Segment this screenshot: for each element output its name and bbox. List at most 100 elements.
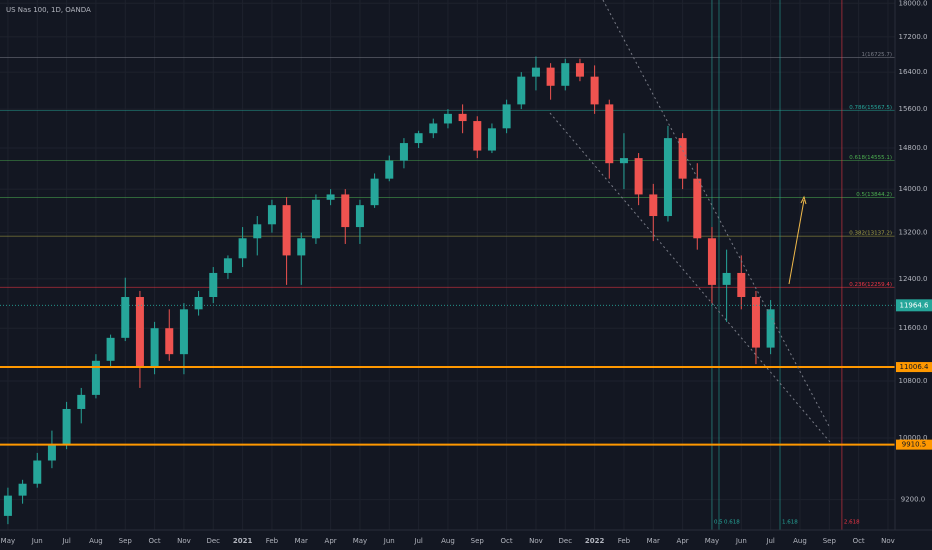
candle-body bbox=[751, 297, 760, 348]
candle-body bbox=[473, 121, 482, 151]
candle-body bbox=[370, 178, 379, 206]
x-tick-label: Jul bbox=[765, 537, 775, 545]
x-tick-label: Sep bbox=[119, 537, 133, 545]
candle-body bbox=[385, 160, 394, 179]
candle-body bbox=[766, 309, 775, 348]
x-tick-label: May bbox=[705, 537, 719, 545]
y-tick-label: 18000.0 bbox=[899, 0, 928, 7]
candle-body bbox=[722, 272, 731, 285]
y-tick-label: 14800.0 bbox=[899, 144, 928, 152]
y-tick-label: 16400.0 bbox=[899, 68, 928, 76]
candle-body bbox=[77, 394, 86, 409]
x-tick-label: Nov bbox=[177, 537, 191, 545]
x-tick-label: 2022 bbox=[585, 537, 605, 545]
y-tick-label: 14000.0 bbox=[899, 185, 928, 193]
fib-label: 0.382(13137.2) bbox=[849, 231, 892, 237]
candle-body bbox=[311, 199, 320, 239]
candle-body bbox=[267, 205, 276, 225]
x-tick-label: Aug bbox=[89, 537, 103, 545]
price-label: 9910.5 bbox=[902, 441, 927, 449]
arrow bbox=[788, 199, 805, 285]
x-tick-label: Aug bbox=[793, 537, 807, 545]
candle-body bbox=[326, 194, 335, 200]
candle-body bbox=[165, 328, 174, 355]
time-label: 1.618 bbox=[782, 520, 798, 526]
candle-body bbox=[414, 133, 423, 144]
x-tick-label: Jul bbox=[61, 537, 71, 545]
candle-body bbox=[443, 113, 452, 124]
price-tag bbox=[896, 439, 932, 450]
x-tick-label: Aug bbox=[441, 537, 455, 545]
x-tick-label: Jun bbox=[31, 537, 43, 545]
candle-body bbox=[91, 360, 100, 395]
y-tick-label: 15600.0 bbox=[899, 105, 928, 113]
candle-body bbox=[517, 76, 526, 105]
candle-body bbox=[179, 309, 188, 355]
candle-body bbox=[487, 128, 496, 151]
candle-body bbox=[634, 158, 643, 195]
candle-body bbox=[223, 258, 232, 273]
trend-line bbox=[549, 112, 831, 443]
fib-label: 1(16725.7) bbox=[861, 52, 892, 58]
price-tag bbox=[896, 362, 932, 373]
candle-body bbox=[282, 205, 291, 256]
time-label: 0.5 bbox=[714, 520, 723, 526]
candle-body bbox=[47, 445, 56, 461]
y-tick-label: 17200.0 bbox=[899, 33, 928, 41]
x-tick-label: Dec bbox=[206, 537, 220, 545]
y-tick-label: 11600.0 bbox=[899, 324, 928, 332]
arrow-head bbox=[800, 195, 807, 205]
y-tick-label: 12400.0 bbox=[899, 275, 928, 283]
chart-title: US Nas 100, 1D, OANDA bbox=[6, 6, 91, 14]
candle-body bbox=[253, 224, 262, 239]
x-tick-label: Feb bbox=[618, 537, 631, 545]
x-tick-label: Feb bbox=[266, 537, 279, 545]
y-tick-label: 10800.0 bbox=[899, 377, 928, 385]
candle-body bbox=[209, 272, 218, 298]
x-tick-label: Nov bbox=[881, 537, 895, 545]
price-label: 11006.4 bbox=[900, 363, 929, 371]
y-tick-label: 9200.0 bbox=[901, 496, 926, 504]
x-tick-label: Jun bbox=[383, 537, 395, 545]
x-tick-label: Mar bbox=[295, 537, 308, 545]
candle-body bbox=[399, 143, 408, 161]
candle-body bbox=[150, 328, 159, 368]
candle-body bbox=[693, 178, 702, 239]
x-tick-label: 2021 bbox=[233, 537, 253, 545]
candle-body bbox=[458, 113, 467, 122]
candle-body bbox=[18, 483, 27, 496]
trend-line bbox=[602, 0, 831, 429]
candle-body bbox=[121, 297, 130, 338]
fib-label: 0.786(15567.5) bbox=[849, 105, 892, 111]
candle-body bbox=[3, 495, 12, 516]
x-tick-label: Jun bbox=[735, 537, 747, 545]
candle-body bbox=[605, 104, 614, 164]
candle-body bbox=[575, 63, 584, 77]
y-tick-label: 10000.0 bbox=[899, 434, 928, 442]
candle-body bbox=[561, 63, 570, 86]
x-tick-label: Mar bbox=[647, 537, 660, 545]
candle-body bbox=[429, 123, 438, 134]
candle-body bbox=[297, 238, 306, 256]
plot bbox=[0, 0, 895, 530]
candle-body bbox=[33, 460, 42, 484]
last-price-tag bbox=[896, 299, 932, 312]
candle-body bbox=[355, 205, 364, 228]
grid bbox=[0, 0, 895, 530]
candle-body bbox=[663, 138, 672, 217]
candle-body bbox=[678, 138, 687, 179]
candle-body bbox=[531, 67, 540, 77]
fib-label: 0.236(12259.4) bbox=[849, 282, 892, 288]
x-tick-label: Dec bbox=[559, 537, 573, 545]
x-tick-label: May bbox=[353, 537, 367, 545]
x-tick-label: Sep bbox=[471, 537, 485, 545]
candle-body bbox=[649, 194, 658, 217]
time-label: 0.618 bbox=[724, 520, 740, 526]
y-tick-label: 13200.0 bbox=[899, 229, 928, 237]
candle-body bbox=[707, 238, 716, 285]
x-tick-label: Jul bbox=[413, 537, 423, 545]
candle-body bbox=[590, 76, 599, 105]
x-tick-label: Oct bbox=[501, 537, 513, 545]
